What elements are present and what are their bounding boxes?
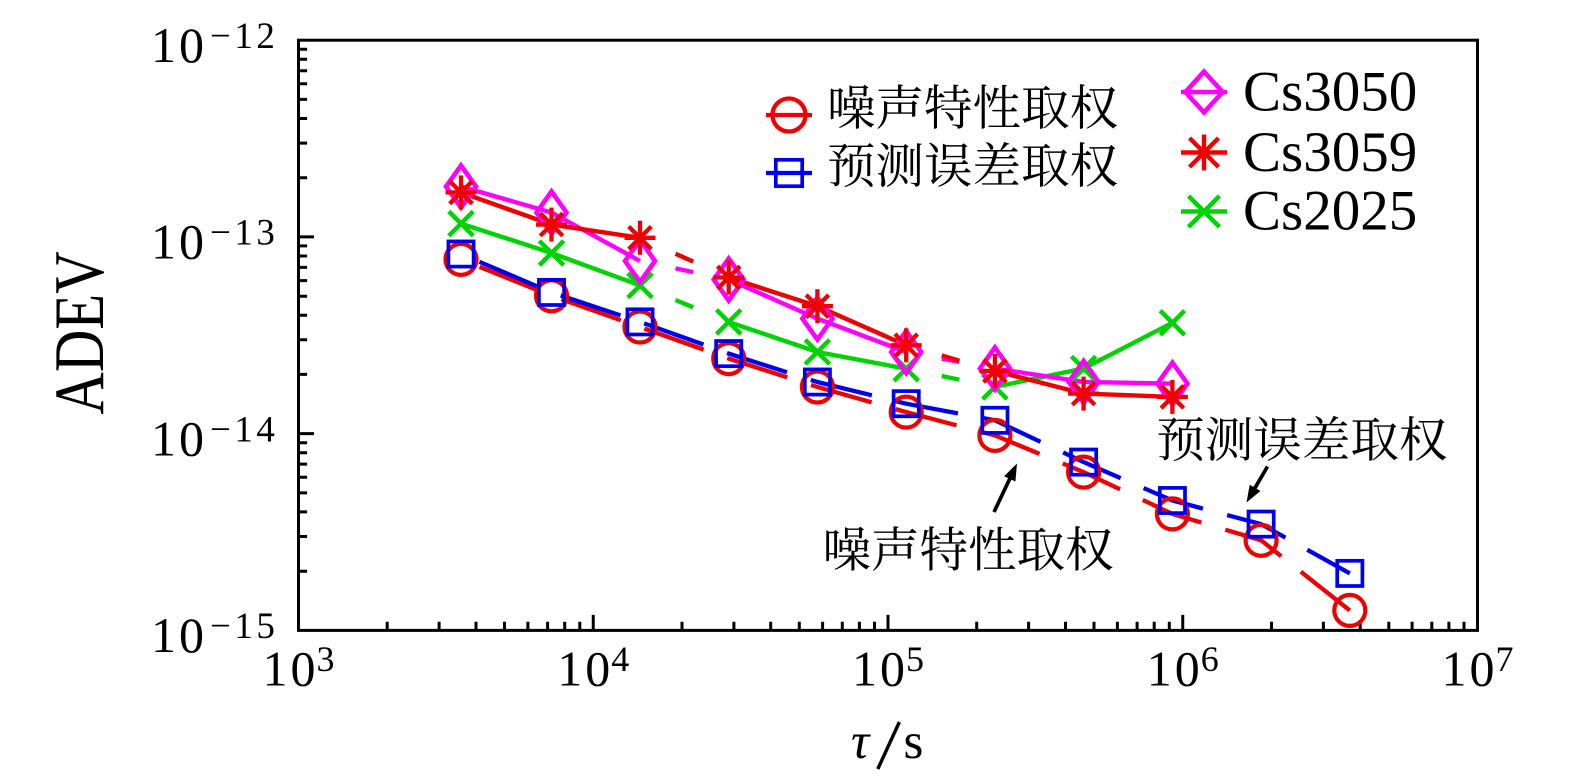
svg-text:10: 10 bbox=[1147, 641, 1203, 697]
svg-text:−12: −12 bbox=[210, 16, 278, 57]
svg-text:−14: −14 bbox=[210, 409, 278, 450]
svg-text:10: 10 bbox=[557, 641, 613, 697]
svg-text:5: 5 bbox=[906, 639, 924, 679]
svg-text:3: 3 bbox=[317, 639, 335, 679]
svg-text:10: 10 bbox=[151, 17, 207, 73]
svg-text:10: 10 bbox=[151, 607, 207, 663]
svg-text:Cs3059: Cs3059 bbox=[1243, 121, 1417, 184]
svg-text:10: 10 bbox=[151, 214, 207, 270]
svg-text:10: 10 bbox=[1442, 641, 1498, 697]
svg-text:ADEV: ADEV bbox=[41, 251, 119, 414]
svg-text:10: 10 bbox=[852, 641, 908, 697]
svg-text:τ: τ bbox=[851, 714, 871, 770]
svg-text:−13: −13 bbox=[210, 213, 278, 254]
svg-text:4: 4 bbox=[611, 639, 629, 679]
svg-text:6: 6 bbox=[1201, 639, 1219, 679]
svg-text:10: 10 bbox=[151, 411, 207, 467]
svg-text:7: 7 bbox=[1496, 639, 1514, 679]
svg-text:Cs3050: Cs3050 bbox=[1243, 61, 1417, 124]
svg-text:10: 10 bbox=[263, 641, 319, 697]
svg-text:Cs2025: Cs2025 bbox=[1243, 180, 1417, 243]
svg-text:−15: −15 bbox=[210, 606, 278, 647]
svg-text:s: s bbox=[904, 714, 924, 770]
